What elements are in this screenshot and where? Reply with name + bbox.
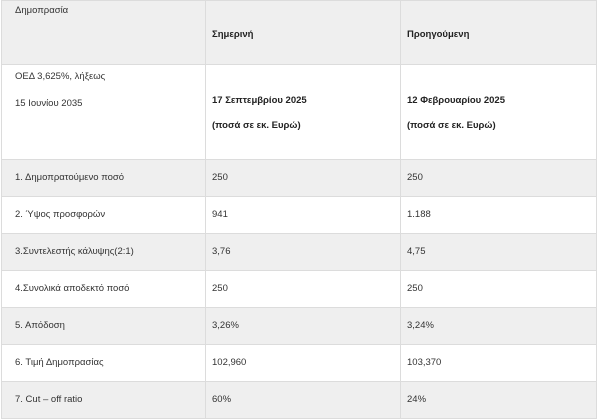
table-row: 4.Συνολικά αποδεκτό ποσό 250 250 — [1, 271, 597, 308]
table-row: 5. Απόδοση 3,26% 3,24% — [1, 308, 597, 345]
bond-info-cell: ΟΕΔ 3,625%, λήξεως 15 Ιουνίου 2035 — [1, 65, 205, 159]
row-label: 7. Cut – off ratio — [1, 382, 205, 418]
row-current-value: 250 — [205, 271, 400, 307]
column-previous-heading: Προηγούμενη — [407, 29, 470, 40]
table-row: 7. Cut – off ratio 60% 24% — [1, 382, 597, 419]
row-current-value: 3,76 — [205, 234, 400, 270]
row-label: 1. Δημοπρατούμενο ποσό — [1, 160, 205, 196]
row-current-value: 3,26% — [205, 308, 400, 344]
header-label: Δημοπρασία — [15, 5, 69, 16]
table-row: 3.Συντελεστής κάλυψης(2:1) 3,76 4,75 — [1, 234, 597, 271]
table-row: 6. Τιμή Δημοπρασίας 102,960 103,370 — [1, 345, 597, 382]
row-label: 6. Τιμή Δημοπρασίας — [1, 345, 205, 381]
row-label: 3.Συντελεστής κάλυψης(2:1) — [1, 234, 205, 270]
previous-auction-date: 12 Φεβρουαρίου 2025 — [407, 95, 505, 106]
table-row: 2. Ύψος προσφορών 941 1.188 — [1, 197, 597, 234]
row-previous-value: 4,75 — [400, 234, 597, 270]
previous-unit-note: (ποσά σε εκ. Ευρώ) — [407, 120, 496, 131]
current-date-cell: 17 Σεπτεμβρίου 2025 (ποσά σε εκ. Ευρώ) — [205, 65, 400, 159]
current-unit-note: (ποσά σε εκ. Ευρώ) — [212, 120, 301, 131]
row-current-value: 102,960 — [205, 345, 400, 381]
table-row: 1. Δημοπρατούμενο ποσό 250 250 — [1, 160, 597, 197]
row-current-value: 250 — [205, 160, 400, 196]
row-previous-value: 1.188 — [400, 197, 597, 233]
header-previous-cell: Προηγούμενη — [400, 1, 597, 64]
header-label-cell: Δημοπρασία — [1, 1, 205, 64]
row-label: 4.Συνολικά αποδεκτό ποσό — [1, 271, 205, 307]
row-previous-value: 250 — [400, 160, 597, 196]
bond-info-row: ΟΕΔ 3,625%, λήξεως 15 Ιουνίου 2035 17 Σε… — [1, 65, 597, 160]
row-previous-value: 250 — [400, 271, 597, 307]
previous-date-cell: 12 Φεβρουαρίου 2025 (ποσά σε εκ. Ευρώ) — [400, 65, 597, 159]
column-current-heading: Σημερινή — [212, 29, 254, 40]
row-current-value: 60% — [205, 382, 400, 418]
bond-name: ΟΕΔ 3,625%, λήξεως — [15, 71, 106, 82]
bond-maturity: 15 Ιουνίου 2035 — [15, 98, 83, 109]
row-label: 5. Απόδοση — [1, 308, 205, 344]
row-previous-value: 103,370 — [400, 345, 597, 381]
row-current-value: 941 — [205, 197, 400, 233]
row-label: 2. Ύψος προσφορών — [1, 197, 205, 233]
table-header-row: Δημοπρασία Σημερινή Προηγούμενη — [1, 1, 597, 65]
row-previous-value: 3,24% — [400, 308, 597, 344]
current-auction-date: 17 Σεπτεμβρίου 2025 — [212, 95, 307, 106]
row-previous-value: 24% — [400, 382, 597, 418]
header-current-cell: Σημερινή — [205, 1, 400, 64]
